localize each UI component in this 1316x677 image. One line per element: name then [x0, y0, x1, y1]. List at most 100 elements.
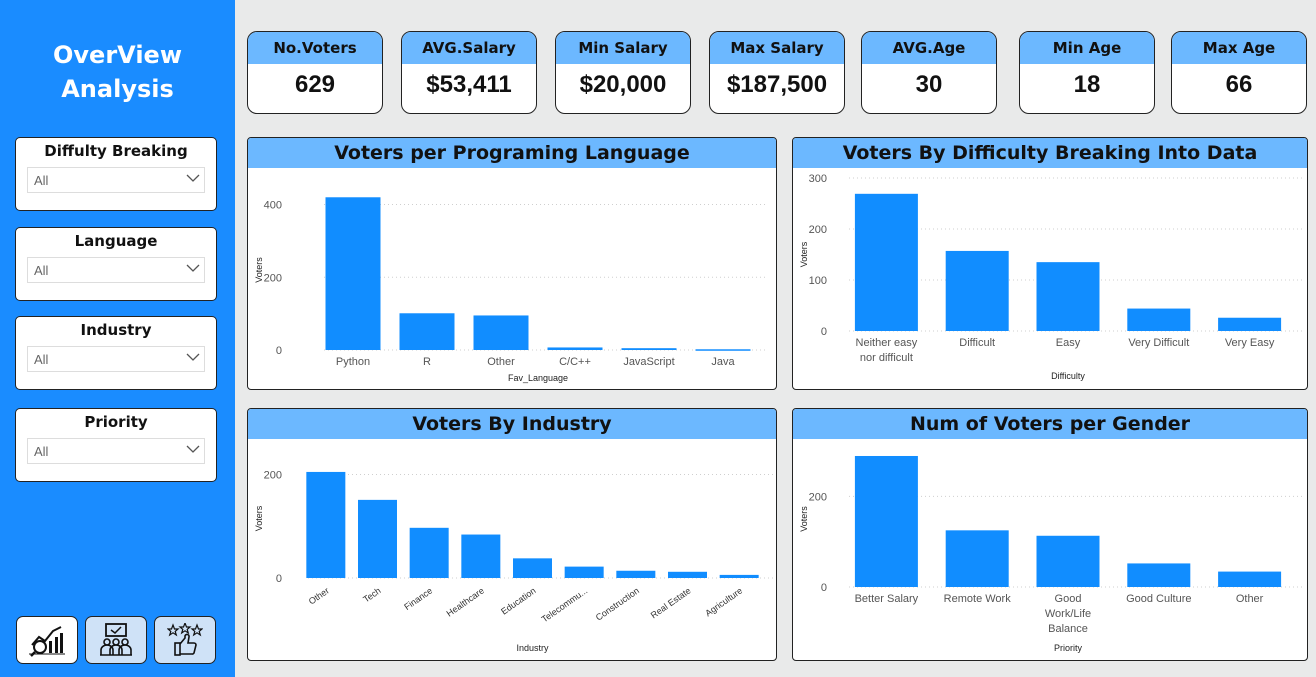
bar[interactable] [358, 499, 397, 578]
kpi-card-max-salary: Max Salary $187,500 [709, 31, 845, 114]
y-tick-label: 0 [821, 582, 827, 594]
y-axis-title: Voters [254, 505, 264, 531]
x-axis-title: Fav_Language [508, 373, 568, 383]
kpi-card-min-age: Min Age 18 [1019, 31, 1155, 114]
y-tick-label: 0 [276, 573, 282, 585]
bar-chart-priority: 0 200 Better Salary Remote Work Good Work/Lif… [799, 455, 1303, 653]
chevron-down-icon [186, 353, 200, 361]
kpi-label: Min Salary [556, 32, 690, 64]
nav-rating-button[interactable] [154, 616, 216, 664]
y-tick-label: 200 [809, 491, 827, 503]
slicer-dropdown-industry[interactable]: All [27, 346, 205, 372]
sidebar-title: OverView Analysis [0, 38, 235, 106]
slicer-dropdown-language[interactable]: All [27, 257, 205, 283]
bar[interactable] [945, 530, 1009, 587]
chart-title: Voters per Programing Language [248, 138, 776, 168]
bar[interactable] [616, 570, 656, 578]
kpi-label: Max Age [1172, 32, 1306, 64]
x-tick-label: nor difficult [860, 352, 913, 364]
y-tick-label: 400 [264, 200, 282, 212]
x-tick-label: Education [499, 585, 538, 616]
bar[interactable] [399, 313, 455, 350]
bar[interactable] [461, 534, 501, 578]
x-tick-label: Good Culture [1126, 593, 1191, 605]
x-tick-label: Construction [594, 585, 641, 622]
slicer-dropdown-difficulty[interactable]: All [27, 167, 205, 193]
x-tick-label: Very Difficult [1128, 337, 1189, 349]
x-tick-label: Balance [1048, 623, 1088, 635]
bar[interactable] [1218, 571, 1282, 587]
bar[interactable] [668, 571, 707, 578]
bar[interactable] [1127, 308, 1191, 331]
x-tick-label: Python [336, 356, 370, 368]
bar[interactable] [547, 347, 603, 350]
slicer-priority: Priority All [15, 408, 217, 482]
x-tick-label: C/C++ [559, 356, 591, 368]
bar[interactable] [854, 193, 918, 331]
kpi-value: 30 [915, 71, 943, 98]
bar[interactable] [1036, 262, 1100, 331]
bar[interactable] [1218, 317, 1282, 331]
y-tick-label: 300 [809, 173, 827, 185]
x-tick-label: Java [711, 356, 735, 368]
sidebar-title-line2: Analysis [61, 75, 174, 103]
nav-team-button[interactable] [85, 616, 147, 664]
kpi-label: AVG.Salary [402, 32, 536, 64]
kpi-card-max-age: Max Age 66 [1171, 31, 1307, 114]
x-tick-label: Better Salary [855, 593, 919, 605]
chart-panel-difficulty: Voters By Difficulty Breaking Into Data … [792, 137, 1308, 390]
x-tick-label: Neither easy [856, 337, 918, 349]
x-tick-label: Real Estate [649, 585, 693, 620]
slicer-label: Priority [84, 413, 148, 431]
chart-title: Voters By Difficulty Breaking Into Data [793, 138, 1307, 168]
bar[interactable] [719, 574, 759, 578]
bar[interactable] [564, 566, 604, 578]
x-tick-label: Finance [402, 585, 434, 612]
sidebar-title-line1: OverView [53, 41, 182, 69]
x-tick-label: Work/Life [1045, 608, 1091, 620]
bar[interactable] [409, 527, 449, 578]
chart-panel-priority: Num of Voters per Gender 0 200 Better Sala… [792, 408, 1308, 661]
bar-chart-language: 0 200 400 Python R Other C/C++ JavaScript Java Fa… [254, 197, 768, 383]
bar[interactable] [1036, 535, 1100, 587]
slicer-label: Language [74, 232, 158, 250]
bar-chart-industry: 0 200 Other Tech Finance Healthcare Education T… [254, 470, 773, 653]
nav-overview-button[interactable] [16, 616, 78, 664]
x-tick-label: Agriculture [703, 585, 744, 618]
bar[interactable] [945, 250, 1009, 331]
x-tick-label: Healthcare [445, 585, 486, 618]
kpi-value: $53,411 [426, 71, 512, 98]
x-tick-label: Telecommu... [540, 585, 590, 624]
bar[interactable] [1127, 563, 1191, 587]
slicer-dropdown-priority[interactable]: All [27, 438, 205, 464]
x-tick-label: Good [1055, 593, 1082, 605]
kpi-card-avg-age: AVG.Age 30 [861, 31, 997, 114]
x-tick-label: Remote Work [944, 593, 1012, 605]
kpi-value: 629 [294, 71, 336, 98]
chart-title: Num of Voters per Gender [793, 409, 1307, 439]
bar[interactable] [854, 455, 918, 587]
x-tick-label: Tech [361, 585, 382, 604]
bar[interactable] [325, 197, 381, 350]
bar[interactable] [513, 558, 552, 578]
y-tick-label: 0 [821, 326, 827, 338]
kpi-card-min-salary: Min Salary $20,000 [555, 31, 691, 114]
kpi-value: $20,000 [579, 71, 667, 98]
slicer-value: All [34, 173, 49, 188]
x-axis-title: Priority [1054, 643, 1083, 653]
x-tick-label: Other [307, 585, 331, 606]
y-axis-title: Voters [799, 506, 809, 532]
x-tick-label: JavaScript [623, 356, 674, 368]
bar[interactable] [306, 471, 346, 578]
bar[interactable] [473, 315, 529, 350]
bar[interactable] [621, 348, 677, 350]
analytics-icon [29, 626, 65, 657]
chart-title: Voters By Industry [248, 409, 776, 439]
x-tick-label: Difficult [959, 337, 995, 349]
y-tick-label: 200 [809, 224, 827, 236]
slicer-label: Industry [80, 321, 152, 339]
bar[interactable] [695, 349, 751, 351]
chevron-down-icon [186, 445, 200, 453]
x-tick-label: Other [487, 356, 515, 368]
chevron-down-icon [186, 264, 200, 272]
